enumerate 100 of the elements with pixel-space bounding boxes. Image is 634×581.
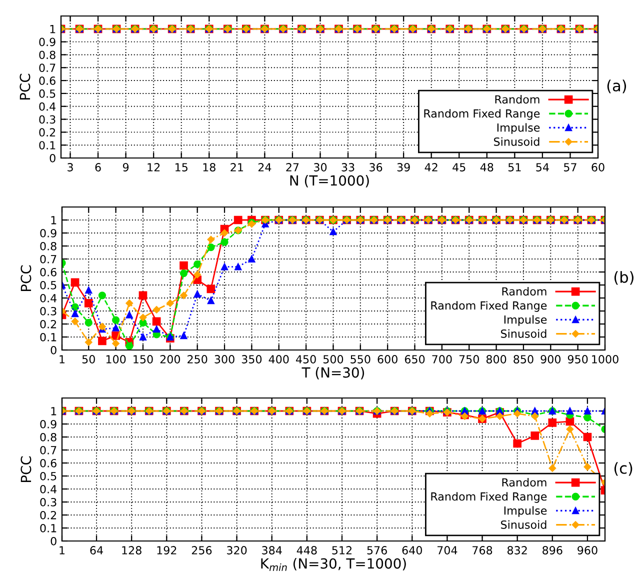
x-tick-label: 50: [82, 355, 95, 364]
y-tick-label: 0.1: [39, 141, 56, 150]
x-tick-label: 1: [60, 546, 65, 554]
y-tick-label: 0.9: [40, 420, 56, 428]
x-tick-label: 45: [452, 163, 466, 172]
y-tick-label: 0.5: [40, 280, 56, 290]
x-tick-label: 18: [203, 163, 216, 172]
y-axis-title: PCC: [20, 265, 32, 292]
x-tick-label: 960: [578, 546, 598, 554]
text: (b): [614, 271, 634, 285]
legend-label: Impulse: [497, 123, 540, 134]
y-tick-label: 0.9: [39, 38, 56, 46]
y-axis-title: PCC: [20, 456, 32, 482]
y-tick-label: 1: [51, 216, 56, 224]
x-tick-label: 600: [378, 355, 398, 364]
y-tick-label: 0.3: [40, 498, 56, 506]
x-tick-label: 576: [367, 546, 387, 554]
y-tick-label: 0.4: [39, 102, 56, 111]
y-tick-label: 0.9: [40, 228, 56, 238]
x-tick-label: 33: [342, 163, 354, 172]
x-tick-label: 320: [227, 546, 247, 554]
legend-label: Random Fixed Range: [424, 109, 540, 120]
legend-label: Random: [495, 94, 540, 104]
y-tick-label: 0.8: [40, 242, 56, 250]
x-tick-label: 48: [480, 163, 494, 172]
x-tick-label: 450: [296, 355, 316, 364]
x-tick-label: 51: [508, 163, 521, 172]
x-tick-label: 800: [486, 355, 506, 364]
x-tick-label: 832: [507, 546, 527, 554]
y-tick-label: 0.1: [40, 524, 56, 532]
y-tick-label: 0.1: [40, 332, 56, 342]
x-tick-label: 200: [160, 355, 180, 364]
x-tick-label: 128: [122, 546, 142, 554]
y-tick-label: 0: [50, 346, 56, 354]
legend-label: Random: [502, 286, 546, 296]
x-tick-label: 650: [404, 355, 425, 364]
x-tick-label: 250: [188, 355, 208, 364]
x-tick-label: 15: [176, 163, 188, 172]
x-tick-label: 39: [397, 163, 410, 172]
y-tick-label: 0.7: [39, 64, 56, 72]
x-tick-label: 850: [514, 355, 534, 364]
x-tick-label: 12: [148, 163, 160, 172]
legend-label: Sinusoid: [494, 137, 540, 146]
y-tick-label: 0.6: [40, 268, 56, 276]
y-tick-label: 0.8: [40, 432, 56, 442]
x-tick-label: 42: [424, 163, 438, 172]
y-tick-label: 0: [50, 154, 56, 162]
x-tick-label: 500: [323, 355, 344, 364]
x-tick-label: 350: [242, 355, 262, 364]
x-tick-label: 1000: [592, 355, 618, 364]
x-tick-label: 256: [192, 546, 212, 554]
y-tick-label: 1: [50, 25, 56, 34]
y-tick-label: 0.5: [39, 89, 56, 98]
x-tick-label: 192: [157, 546, 176, 554]
x-tick-label: 400: [268, 355, 289, 364]
x-tick-label: 704: [438, 546, 458, 554]
legend-label: Impulse: [504, 315, 547, 326]
x-tick-label: 150: [134, 355, 153, 364]
x-tick-label: 768: [472, 546, 492, 554]
x-tick-label: 300: [214, 355, 234, 364]
x-tick-label: 640: [402, 546, 422, 554]
y-tick-label: 0.5: [40, 472, 56, 480]
text: (a): [607, 80, 626, 94]
y-tick-label: 0.2: [40, 320, 56, 328]
y-tick-label: 0: [50, 536, 56, 546]
x-axis-title: N (T=1000): [290, 175, 369, 188]
x-tick-label: 750: [459, 355, 479, 364]
y-tick-label: 0.8: [39, 50, 56, 60]
x-tick-label: 3: [68, 163, 73, 172]
x-tick-label: 448: [296, 546, 317, 554]
x-tick-label: 896: [542, 546, 562, 554]
x-tick-label: 36: [370, 163, 382, 172]
x-tick-label: 1: [60, 355, 65, 364]
x-axis-title: T (N=30): [302, 367, 364, 380]
x-axis-title: K$_{min}$ (N=30, T=1000): [261, 558, 406, 571]
y-tick-label: 0.2: [40, 510, 56, 520]
x-tick-label: 512: [332, 546, 352, 554]
y-tick-label: 0.6: [40, 458, 56, 468]
y-tick-label: 1: [51, 407, 56, 416]
x-tick-label: 54: [536, 163, 549, 172]
legend-label: Random Fixed Range: [431, 301, 547, 312]
legend-label: Random: [502, 478, 546, 487]
x-tick-label: 950: [568, 355, 588, 364]
x-tick-label: 24: [258, 163, 272, 172]
text: (c): [614, 462, 632, 476]
x-tick-label: 700: [432, 355, 452, 364]
y-tick-label: 0.2: [39, 128, 56, 137]
x-tick-label: 27: [286, 163, 299, 172]
x-tick-label: 550: [350, 355, 370, 364]
x-tick-label: 64: [90, 546, 103, 554]
x-tick-label: 9: [122, 163, 129, 172]
x-tick-label: 30: [314, 163, 327, 172]
legend-label: Sinusoid: [501, 329, 546, 338]
y-tick-label: 0.3: [39, 115, 56, 124]
x-tick-label: 6: [95, 163, 101, 172]
y-tick-label: 0.7: [40, 254, 56, 264]
y-tick-label: 0.4: [40, 484, 57, 494]
x-tick-label: 57: [564, 163, 576, 172]
legend-label: Sinusoid: [501, 520, 546, 529]
x-tick-label: 60: [592, 163, 604, 172]
